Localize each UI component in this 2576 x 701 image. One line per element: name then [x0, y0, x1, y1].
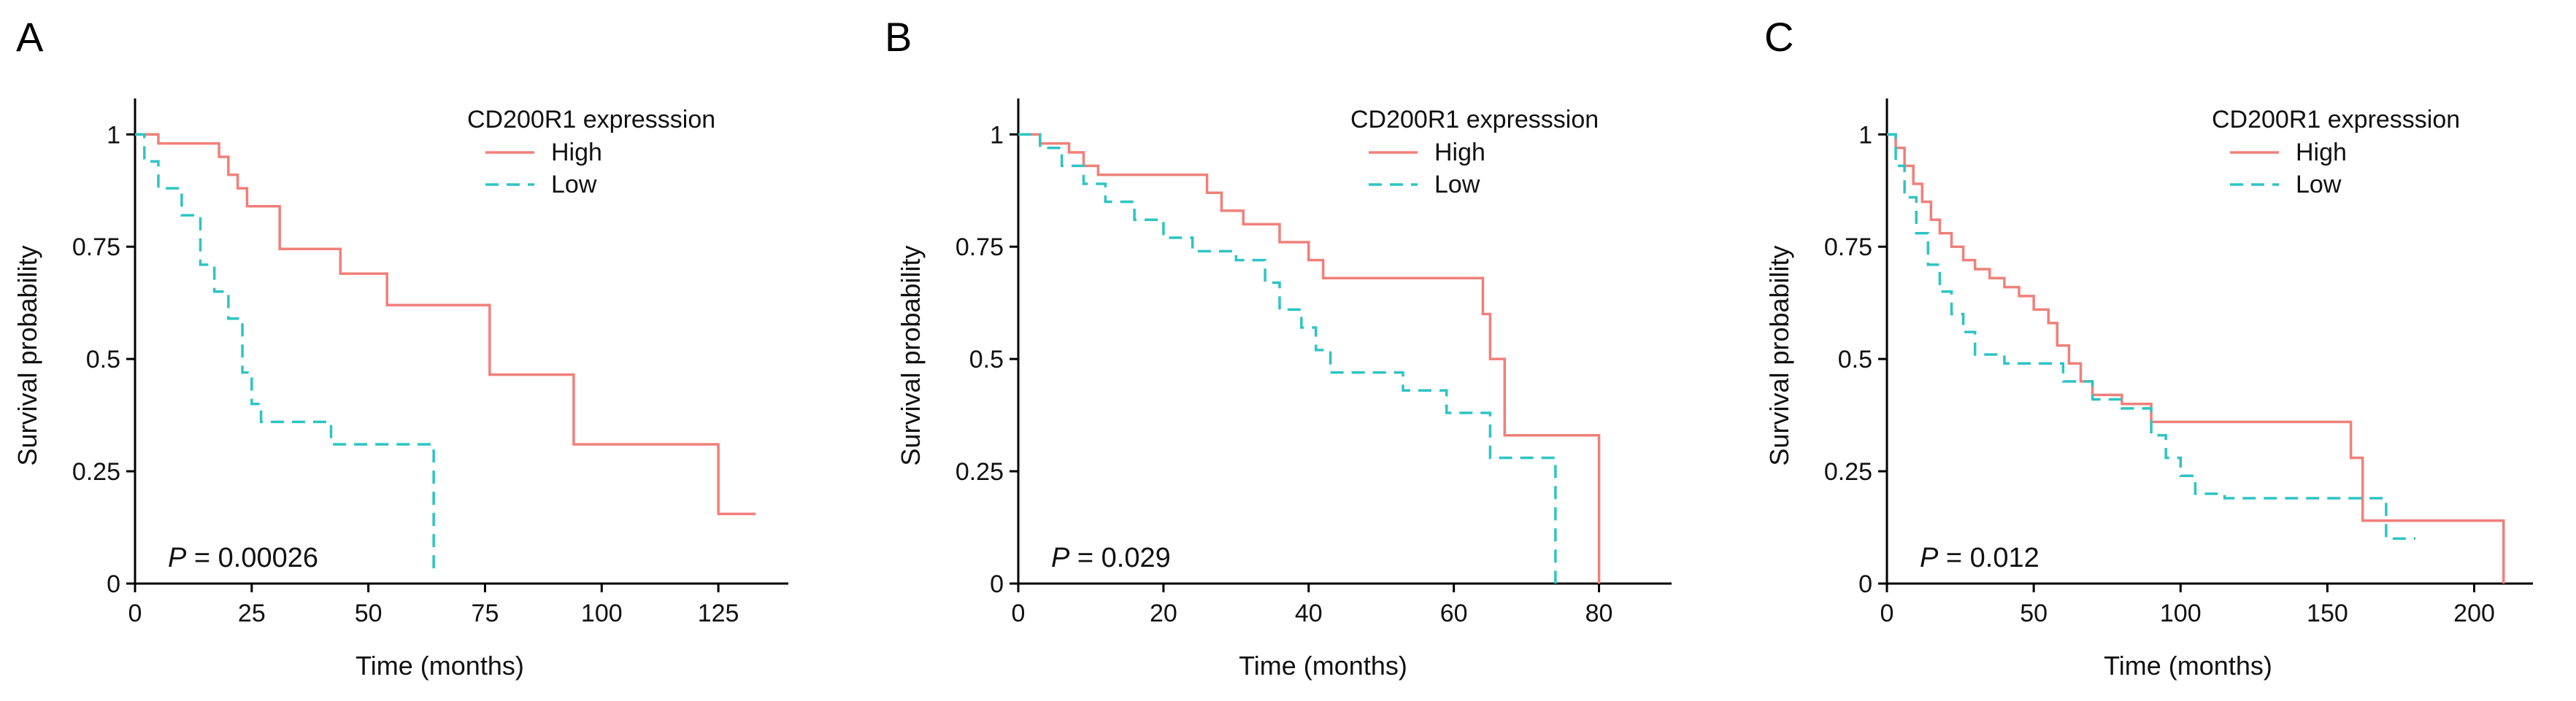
axis-lines [1885, 98, 2533, 585]
p-label: P [1920, 543, 1939, 573]
legend-title: CD200R1 expresssion [467, 106, 715, 133]
y-tick-label: 0 [107, 570, 120, 598]
y-axis-title: Survival probability [12, 245, 42, 465]
y-tick-label: 0.5 [969, 346, 1004, 373]
panel-letter: A [16, 14, 44, 60]
axis-lines [134, 98, 788, 585]
p-label: P [1051, 543, 1070, 573]
x-tick-label: 50 [2020, 600, 2048, 627]
p-value-annotation: P = 0.00026 [168, 543, 318, 573]
legend-title: CD200R1 expresssion [2212, 106, 2460, 133]
survival-curve-high [135, 133, 756, 516]
y-axis-title: Survival probability [896, 245, 926, 465]
x-tick-label: 150 [2307, 600, 2348, 627]
y-tick-label: 0.25 [1824, 458, 1872, 486]
p-label: P [168, 543, 187, 573]
panel-letter: B [885, 14, 912, 60]
x-tick-label: 75 [472, 600, 499, 627]
survival-curve-high [1018, 133, 1601, 584]
survival-curve-high [1887, 133, 2505, 584]
y-tick-label: 1 [107, 121, 120, 149]
legend-label-low: Low [2296, 171, 2342, 198]
y-tick-label: 0 [990, 570, 1004, 598]
panel-c: C 0 0.25 0.5 0.75 1 0 50 100 150 200 Time (months) S… [1764, 14, 2533, 681]
x-tick-label: 50 [355, 600, 382, 627]
y-tick-label: 0.5 [86, 346, 120, 373]
x-tick-label: 25 [238, 600, 266, 627]
p-value: = 0.012 [1938, 543, 2039, 573]
x-tick-label: 125 [698, 600, 739, 627]
x-tick-label: 20 [1150, 600, 1177, 627]
y-tick-label: 0.75 [72, 233, 120, 261]
y-tick-label: 0.75 [1824, 233, 1872, 261]
panel-a: A 0 0.25 0.5 0.75 1 0 25 50 75 100 125 Time (months)… [12, 14, 788, 681]
survival-curve-low [1887, 133, 2416, 541]
legend-label-high: High [1434, 139, 1485, 166]
legend-title: CD200R1 expresssion [1350, 106, 1599, 133]
y-tick-label: 0.25 [956, 458, 1004, 486]
x-tick-label: 100 [2160, 600, 2202, 627]
y-tick-label: 0 [1858, 570, 1872, 598]
y-tick-label: 1 [990, 121, 1004, 149]
x-axis-title: Time (months) [2104, 651, 2272, 681]
x-tick-label: 40 [1295, 600, 1323, 627]
legend-label-low: Low [1434, 171, 1480, 198]
panel-letter: C [1764, 14, 1793, 60]
panel-b: B 0 0.25 0.5 0.75 1 0 20 40 60 80 Time (months) Surv… [885, 14, 1672, 681]
y-tick-label: 0.75 [956, 233, 1004, 261]
p-value: = 0.029 [1069, 543, 1170, 573]
p-value: = 0.00026 [186, 543, 318, 573]
x-axis-title: Time (months) [1239, 651, 1407, 681]
y-axis-title: Survival probability [1764, 245, 1794, 465]
p-value-annotation: P = 0.012 [1920, 543, 2039, 573]
y-tick-label: 1 [1858, 121, 1872, 149]
axis-lines [1017, 98, 1672, 585]
p-value-annotation: P = 0.029 [1051, 543, 1171, 573]
x-tick-label: 80 [1585, 600, 1613, 627]
legend-label-high: High [2296, 139, 2347, 166]
legend-label-high: High [551, 139, 602, 166]
x-tick-label: 0 [1012, 600, 1026, 627]
x-tick-label: 200 [2453, 600, 2495, 627]
x-tick-label: 0 [128, 600, 142, 627]
x-tick-label: 100 [581, 600, 623, 627]
survival-curve-low [135, 133, 435, 570]
survival-curve-low [1018, 133, 1557, 584]
legend-label-low: Low [551, 171, 597, 198]
x-tick-label: 0 [1880, 600, 1894, 627]
x-tick-label: 60 [1440, 600, 1468, 627]
y-tick-label: 0.5 [1838, 346, 1872, 373]
x-axis-title: Time (months) [355, 651, 524, 681]
y-tick-label: 0.25 [72, 458, 120, 486]
